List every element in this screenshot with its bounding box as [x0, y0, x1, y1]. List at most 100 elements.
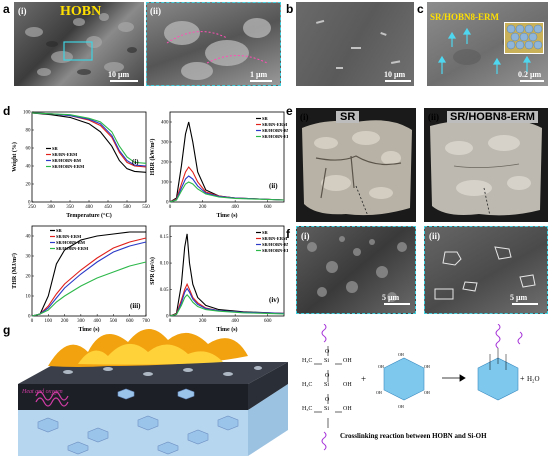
silanol-bonds [314, 346, 342, 428]
sem-texture [307, 236, 407, 302]
series-line [31, 112, 147, 164]
o-label-3: O [325, 397, 330, 403]
y-axis-label: THR (MJ/m²) [11, 253, 18, 289]
photo-sr-hobn8-erm-char [424, 108, 548, 222]
hobn-hexagon-icon [383, 357, 425, 401]
series-line [31, 241, 147, 317]
flame-icon [48, 328, 248, 367]
y-axis-label: SPR (m²/s) [149, 257, 156, 285]
panel-label-f: f [286, 227, 290, 241]
panel-a-sub-i: (i) [18, 6, 27, 16]
series-line [169, 181, 285, 203]
sem-texture [315, 19, 401, 69]
x-tick-label: 600 [126, 319, 134, 324]
oh-label-2: OH [343, 382, 352, 388]
legend-entry: SR/BN-ERM [56, 234, 82, 239]
panel-f-sub-i: (i) [301, 231, 310, 241]
legend-entry: SR/HOBN-BM [52, 158, 82, 163]
x-tick-label: 400 [231, 319, 239, 324]
panel-e-title-sr: SR [336, 111, 360, 123]
water-label: H₂O [527, 375, 540, 383]
si-label-1: Si [324, 358, 330, 364]
x-tick-label: 700 [142, 319, 150, 324]
legend-entry: SR/HOBN-ERM [52, 164, 85, 169]
legend-entry: SR/HOBN-ERM [262, 248, 288, 253]
scale-bar [512, 303, 538, 305]
si-label-2: Si [324, 382, 330, 388]
y-axis-label: HRR (kW/m²) [149, 139, 156, 176]
scale-bar [110, 80, 138, 82]
chart-weight-vs-temperature: 250 300 350 400 450 500 550 0 20 40 60 80 100 Tempera… [11, 111, 150, 219]
panel-f-sub-ii: (ii) [429, 231, 440, 241]
block-front-face [18, 410, 248, 456]
y-tick-label: 80 [26, 129, 32, 134]
svg-text:OH: OH [398, 352, 404, 357]
inset-image [504, 22, 544, 54]
legend-entry: SR [56, 228, 63, 233]
sem-image-hobn-low-mag [14, 2, 144, 86]
y-tick-label: 0 [166, 201, 169, 206]
y-tick-label: 40 [26, 235, 32, 240]
legend-entry: SR/HOBN-BM [262, 242, 288, 247]
panel-e-sub-i: (i) [300, 112, 309, 122]
scale-bar [384, 303, 410, 305]
y-tick-label: 400 [161, 121, 169, 126]
x-tick-label: 200 [199, 319, 207, 324]
x-tick-label: 600 [264, 319, 272, 324]
x-axis-label: Time (s) [216, 326, 237, 333]
x-tick-label: 400 [231, 205, 239, 210]
panel-label-g: g [3, 323, 11, 337]
o-label-2: O [325, 373, 330, 379]
sem-texture [25, 13, 137, 76]
y-tick-label: 200 [161, 161, 169, 166]
y-tick-label: 100 [23, 111, 31, 116]
subpanel-label: (iv) [269, 296, 280, 304]
oh-label-1: OH [343, 358, 352, 364]
x-axis-label: Time (s) [216, 212, 237, 219]
sem-image-hobn-high-mag [146, 2, 281, 86]
h3c-label-3: H₃C [302, 406, 313, 412]
svg-text:OH: OH [398, 404, 404, 409]
legend-entry: SR/HOBN-ERM [56, 246, 89, 251]
sem-texture [434, 246, 536, 300]
h3c-label-2: H₃C [302, 382, 313, 388]
subpanel-label: (i) [132, 158, 139, 166]
series-line [31, 112, 147, 173]
reaction-caption: Crosslinking reaction between HOBN and S… [340, 432, 487, 440]
char-layer-side [248, 362, 288, 410]
x-tick-label: 250 [28, 205, 36, 210]
panel-label-c: c [417, 2, 424, 16]
plot-frame [169, 111, 285, 203]
chart-thr-vs-time: 0 100 200 300 400 500 600 700 0 10 20 30 40 Time (s) T… [11, 225, 150, 333]
legend-entry: SR/HOBN-BM [262, 128, 288, 133]
legend-entry: SR [262, 116, 269, 121]
plot-frame [31, 225, 147, 317]
sem-image-sr-char [296, 226, 416, 314]
heat-oxygen-label: Heat and oxygen [22, 389, 63, 395]
panel-b-scale: 10 μm [384, 70, 406, 79]
panel-e-sub-ii: (ii) [428, 112, 439, 122]
panel-a-scale-2: 1 μm [250, 70, 268, 79]
sem-image-sr-bn [296, 2, 414, 86]
y-axis-label: Weight (%) [11, 142, 18, 172]
x-tick-label: 500 [110, 319, 118, 324]
panel-label-b: b [286, 2, 294, 16]
x-tick-label: 550 [142, 205, 150, 210]
crosslinked-hexagon-icon [477, 357, 519, 401]
plot-frame [169, 225, 285, 317]
plus-sign-2: + [520, 374, 525, 383]
series-line [31, 237, 147, 317]
char-residue [430, 120, 542, 217]
x-tick-label: 200 [199, 205, 207, 210]
x-tick-label: 400 [93, 319, 101, 324]
chart-hrr-vs-time: 0 200 400 600 0 100 200 300 400 Time (s) HRR (kW/m… [149, 111, 288, 219]
polymer-chain [321, 324, 327, 451]
oh-label-3: OH [343, 406, 352, 412]
si-label-3: Si [324, 406, 330, 412]
x-axis-label: Temperature (°C) [66, 212, 112, 219]
char-layer-top [18, 362, 288, 384]
y-tick-label: 0 [28, 315, 31, 320]
y-tick-label: 0.15 [160, 235, 169, 240]
reaction-arrow [442, 374, 466, 382]
